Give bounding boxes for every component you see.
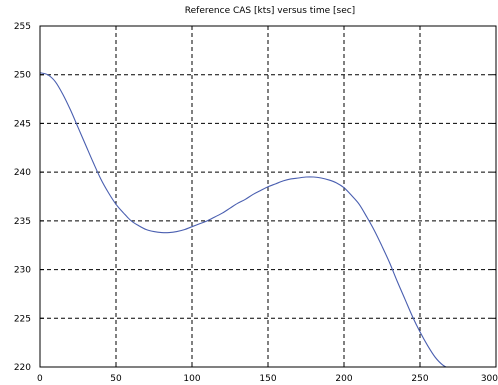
grid bbox=[40, 26, 496, 367]
x-tick-label-0: 0 bbox=[37, 374, 43, 384]
axis-ticks: 0 50 100 150 200 250 300 220 225 230 235 240 245 250 2… bbox=[14, 22, 498, 384]
x-tick-label-5: 250 bbox=[411, 374, 428, 384]
y-tick-label-0: 220 bbox=[14, 363, 31, 373]
series-layer bbox=[40, 72, 448, 367]
x-tick-label-3: 150 bbox=[259, 374, 276, 384]
y-tick-label-5: 245 bbox=[14, 119, 31, 129]
y-tick-label-4: 240 bbox=[14, 168, 31, 178]
y-tick-label-6: 250 bbox=[14, 71, 31, 81]
x-tick-label-4: 200 bbox=[335, 374, 352, 384]
x-tick-label-1: 50 bbox=[110, 374, 122, 384]
y-tick-label-3: 235 bbox=[14, 217, 31, 227]
x-tick-label-6: 300 bbox=[481, 374, 498, 384]
series-line-0 bbox=[40, 72, 448, 367]
x-tick-label-2: 100 bbox=[183, 374, 200, 384]
chart-title: Reference CAS [kts] versus time [sec] bbox=[185, 6, 355, 16]
y-tick-label-2: 230 bbox=[14, 266, 31, 276]
y-tick-label-1: 225 bbox=[14, 314, 31, 324]
y-tick-label-7: 255 bbox=[14, 22, 31, 32]
